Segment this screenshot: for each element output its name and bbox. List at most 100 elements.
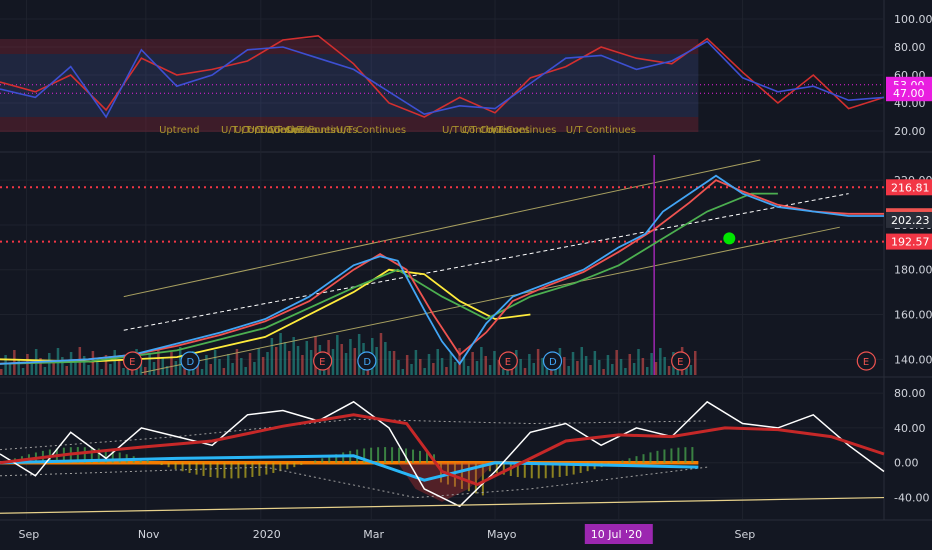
- volume-bar: [261, 357, 265, 375]
- volume-bar: [43, 367, 47, 375]
- volume-bar: [611, 364, 614, 375]
- signal-dot: [723, 232, 736, 245]
- volume-bar: [458, 348, 461, 375]
- date-marker-badge: [584, 524, 653, 544]
- volume-bar: [205, 355, 208, 375]
- histogram-bar: [258, 462, 261, 476]
- volume-bar: [0, 369, 3, 375]
- histogram-bar: [223, 462, 226, 479]
- histogram-bar: [377, 447, 380, 463]
- volume-bar: [235, 349, 239, 375]
- price-label-badge: [886, 179, 932, 196]
- volume-bar: [26, 354, 29, 375]
- earnings-marker: [180, 351, 200, 371]
- volume-bar: [100, 369, 103, 375]
- channel-mid: [123, 193, 849, 331]
- histogram-bar: [286, 462, 289, 470]
- rsi-annotation: U/T Continues: [221, 125, 291, 136]
- price-label: 192.57: [891, 236, 930, 249]
- volume-bar: [21, 368, 25, 375]
- histogram-bar: [670, 448, 673, 463]
- volume-bar: [384, 342, 387, 375]
- volume-bar: [667, 366, 671, 375]
- volume-bar: [283, 342, 287, 375]
- volume-bar: [331, 349, 335, 375]
- histogram-bar: [384, 447, 387, 463]
- histogram-bar: [237, 462, 240, 479]
- momentum-pane: [0, 400, 885, 514]
- histogram-bar: [398, 447, 401, 463]
- volume-bar: [392, 351, 396, 375]
- y-tick-label: 180.00: [894, 264, 932, 277]
- histogram-bar: [342, 452, 345, 463]
- histogram-bar: [579, 462, 582, 473]
- histogram-bar: [279, 462, 282, 472]
- volume-bar: [200, 369, 204, 375]
- volume-bar: [637, 349, 640, 375]
- time-axis-labels: Sep Nov 2020 Mar Mayo 10 Jul '20 Sep: [19, 524, 755, 544]
- histogram-bar: [516, 462, 519, 478]
- histogram-bar: [558, 462, 561, 477]
- histogram-bar: [97, 448, 100, 463]
- y-tick-label: 100.00: [894, 13, 932, 26]
- histogram-bar: [370, 447, 373, 463]
- volume-bar: [519, 359, 522, 375]
- histogram-bar: [230, 462, 233, 479]
- volume-bar: [545, 367, 549, 375]
- histogram-bar: [621, 460, 624, 463]
- histogram-bar: [642, 454, 645, 463]
- histogram-bar: [502, 462, 505, 475]
- volume-bar: [388, 351, 391, 375]
- volume-bar: [580, 347, 584, 375]
- volume-bar: [161, 357, 164, 375]
- histogram-bar: [523, 462, 526, 478]
- volume-bar: [624, 368, 627, 375]
- volume-bar: [69, 352, 73, 375]
- histogram-bar: [419, 450, 422, 463]
- rsi-annotation: U/T Continues: [265, 125, 335, 136]
- histogram-bar: [300, 462, 303, 465]
- volume-bar: [663, 357, 666, 375]
- volume-bar: [65, 366, 68, 375]
- rsi-annotation: U/T Continues: [234, 125, 304, 136]
- histogram-bar: [565, 462, 568, 476]
- volume-bar: [39, 358, 42, 375]
- price-label: 216.81: [891, 181, 930, 194]
- price-label-badge: [886, 233, 932, 250]
- volume-bar: [122, 368, 125, 375]
- volume-bar: [488, 365, 492, 375]
- histogram-bar: [481, 462, 484, 496]
- histogram-bar: [691, 447, 694, 463]
- volume-bar: [288, 351, 291, 375]
- histogram-bar: [195, 462, 198, 475]
- volume-bar: [357, 334, 361, 375]
- rsi-annotation: Uptrend: [159, 125, 199, 136]
- volume-bar: [659, 348, 662, 375]
- channel-lower: [141, 226, 840, 374]
- histogram-bar: [663, 449, 666, 463]
- earnings-marker-label: D: [363, 357, 371, 368]
- volume-bar: [17, 359, 20, 375]
- rsi-annotation: U/T Continues: [336, 125, 406, 136]
- volume-bar: [174, 361, 178, 375]
- series-line: [0, 413, 885, 487]
- histogram-bar: [425, 452, 428, 463]
- volume-bar: [48, 353, 51, 375]
- time-axis-label: Nov: [138, 528, 160, 541]
- histogram-bar: [530, 462, 533, 479]
- volume-bar: [689, 365, 693, 375]
- histogram-bar: [293, 462, 296, 468]
- volume-bar: [240, 358, 243, 375]
- volume-bar: [628, 354, 632, 375]
- price-label-badge: [886, 211, 932, 228]
- y-tick-label: 0.00: [894, 457, 919, 470]
- histogram-bar: [174, 462, 177, 470]
- volume-bar: [576, 361, 579, 375]
- volume-bar: [397, 360, 400, 375]
- volume-bar: [222, 368, 226, 375]
- earnings-marker-label: D: [549, 357, 557, 368]
- volume-bar: [96, 360, 99, 375]
- rsi-oversold-zone: [0, 117, 699, 132]
